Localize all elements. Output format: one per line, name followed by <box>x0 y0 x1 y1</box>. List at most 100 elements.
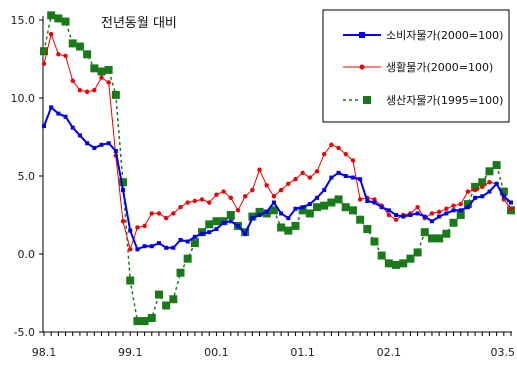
data-point <box>111 90 120 99</box>
data-point <box>185 200 190 205</box>
data-point <box>133 317 142 326</box>
data-point <box>106 80 111 85</box>
legend-swatch-marker <box>359 32 365 38</box>
data-point <box>185 239 190 244</box>
data-point <box>451 208 456 213</box>
data-point <box>472 187 478 193</box>
data-point <box>314 169 320 174</box>
data-point <box>257 213 262 217</box>
data-point <box>322 151 327 157</box>
data-point <box>300 170 305 176</box>
data-point <box>320 201 329 210</box>
data-point <box>221 189 226 194</box>
data-point <box>494 181 499 186</box>
data-point <box>437 214 442 219</box>
data-point <box>485 167 494 176</box>
data-point <box>492 161 501 170</box>
data-point <box>458 201 463 207</box>
data-point <box>63 53 68 59</box>
data-point <box>154 290 163 299</box>
data-point <box>473 195 478 200</box>
data-point <box>429 211 435 216</box>
data-point <box>41 61 47 66</box>
data-point <box>119 178 128 187</box>
data-point <box>343 174 348 178</box>
data-point <box>56 52 61 57</box>
data-point <box>363 225 372 234</box>
data-point <box>70 125 75 130</box>
data-point <box>92 145 97 150</box>
data-point <box>192 198 198 204</box>
data-point <box>156 241 161 246</box>
data-point <box>61 17 70 26</box>
data-point <box>214 192 219 197</box>
data-point <box>480 194 485 199</box>
data-point <box>357 197 363 202</box>
data-point <box>300 205 305 210</box>
data-point <box>142 223 147 229</box>
data-point <box>336 145 341 151</box>
data-point <box>372 200 377 205</box>
data-point <box>279 211 284 216</box>
data-point <box>422 214 427 219</box>
data-point <box>228 195 233 201</box>
y-tick-label: 5.0 <box>18 170 36 183</box>
data-point <box>92 88 97 93</box>
data-point <box>126 276 135 285</box>
data-point <box>163 215 169 221</box>
data-point <box>487 189 492 194</box>
data-point <box>128 228 133 233</box>
data-point <box>212 217 221 226</box>
data-point <box>162 301 171 310</box>
data-point <box>250 216 255 221</box>
data-point <box>271 194 277 199</box>
data-point <box>343 151 348 157</box>
data-point <box>444 206 449 211</box>
data-point <box>350 158 356 163</box>
data-point <box>169 295 178 304</box>
data-point <box>313 203 322 212</box>
data-point <box>277 223 286 232</box>
data-point <box>235 208 241 213</box>
data-point <box>499 187 508 196</box>
data-point <box>377 251 386 260</box>
data-point <box>48 31 54 37</box>
data-point <box>451 203 456 208</box>
data-point <box>305 209 314 218</box>
data-point <box>242 194 248 199</box>
y-tick-label: 10.0 <box>11 92 36 105</box>
y-tick-label: 0.0 <box>18 248 36 261</box>
data-point <box>408 213 413 217</box>
data-point <box>147 313 156 322</box>
data-point <box>322 188 327 193</box>
data-point <box>199 197 205 202</box>
y-tick-label: -5.0 <box>14 326 35 339</box>
data-point <box>178 205 183 210</box>
data-point <box>120 219 126 224</box>
data-point <box>458 208 463 213</box>
legend-swatch-marker <box>359 64 365 70</box>
series-layer <box>40 11 515 326</box>
x-tick-label: 01.1 <box>290 346 315 359</box>
data-point <box>487 180 492 185</box>
legend-label: 생산자물가(1995=100) <box>386 94 503 107</box>
data-point <box>257 167 262 172</box>
data-point <box>106 141 111 146</box>
y-tick-label: 15.0 <box>11 14 36 27</box>
legend-swatch-marker <box>363 96 371 104</box>
data-point <box>278 187 284 193</box>
data-point <box>307 202 312 207</box>
data-point <box>99 142 104 147</box>
data-point <box>192 234 197 239</box>
data-point <box>415 211 420 216</box>
data-point <box>104 65 113 74</box>
data-point <box>149 211 154 216</box>
x-axis-tick-labels: 98.1 99.1 00.1 01.1 02.1 03.5 <box>32 346 515 359</box>
data-point <box>54 14 63 23</box>
data-point <box>406 254 415 263</box>
data-point <box>49 105 54 110</box>
data-point <box>70 78 75 84</box>
data-point <box>271 200 276 205</box>
data-point <box>435 234 444 243</box>
data-point <box>449 218 458 227</box>
